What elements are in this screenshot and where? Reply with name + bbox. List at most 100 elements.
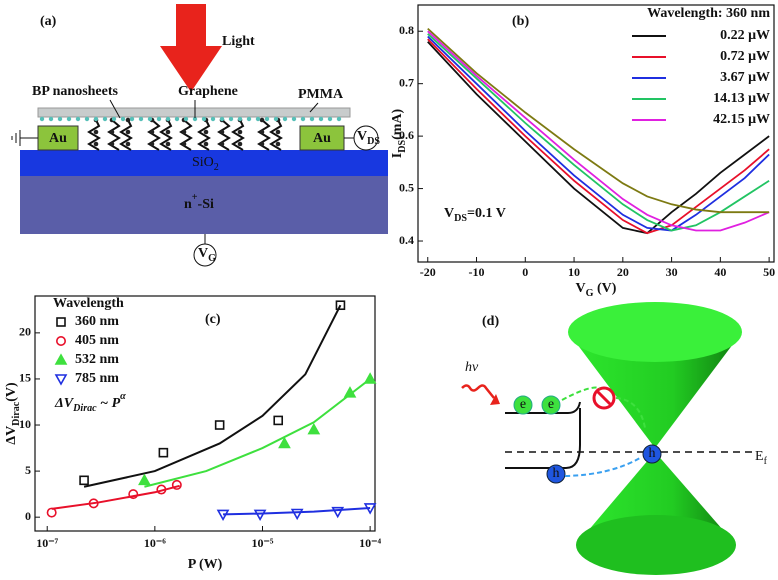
y-axis-label: IDS(mA)	[390, 108, 408, 158]
hole	[642, 444, 662, 464]
x-axis-label-part: G	[586, 288, 594, 299]
bp-atom	[237, 129, 243, 135]
upper-cone-top	[568, 302, 742, 362]
bp-atom	[149, 141, 155, 147]
bp-nanosheets	[39, 116, 342, 151]
x-tick-label: 20	[617, 265, 629, 279]
fit-line	[83, 304, 342, 488]
light-label: Light	[222, 34, 255, 49]
point	[253, 509, 267, 522]
y-tick-label: 0.7	[399, 75, 414, 89]
y-tick-label: 5	[25, 463, 31, 477]
panel-label: (b)	[512, 14, 529, 29]
vds-terminal	[353, 125, 379, 151]
point	[88, 498, 99, 509]
point	[79, 475, 89, 486]
y-tick-label: 0.6	[399, 128, 414, 142]
legend-marker	[56, 317, 66, 327]
x-tick-label: 50	[763, 265, 775, 279]
bp-chain	[231, 119, 245, 151]
bp-atom	[219, 129, 225, 135]
x-tick-label: 10	[568, 265, 580, 279]
point	[343, 386, 357, 398]
point	[331, 506, 345, 519]
x-tick-label: 10⁻⁵	[252, 536, 274, 550]
point	[363, 372, 377, 384]
bp-atom	[181, 129, 187, 135]
si-label-part: n	[184, 197, 192, 212]
series-line	[427, 38, 770, 235]
graphene-atom	[147, 116, 153, 122]
panel-label: (d)	[482, 314, 499, 329]
fit-line	[51, 484, 180, 510]
bp-atom	[203, 141, 209, 147]
y-tick-label: 20	[19, 325, 31, 339]
x-tick-label: 10⁻⁴	[359, 536, 381, 550]
x-tick-label: 10⁻⁶	[144, 536, 166, 550]
legend-label: 785 nm	[75, 371, 119, 386]
conduction-band	[505, 401, 581, 414]
legend-label: 0.22 μW	[720, 28, 770, 43]
y-axis-label-part: Dirac	[11, 401, 22, 426]
y-tick-label: 0.8	[399, 23, 414, 37]
electron-path	[561, 386, 646, 429]
point	[46, 507, 57, 518]
legend-label: 14.13 μW	[713, 91, 770, 106]
annotation-part: ~ P	[97, 396, 121, 411]
bp-atom	[125, 141, 131, 147]
annotation-part: ΔV	[54, 396, 75, 411]
graphene-atom	[111, 116, 117, 122]
point	[335, 300, 346, 311]
point	[214, 420, 225, 430]
legend-title: Wavelength	[53, 296, 124, 311]
legend-title: Wavelength: 360 nm	[647, 6, 770, 21]
bp-label: BP nanosheets	[32, 84, 119, 99]
graphene-atom	[156, 116, 162, 122]
vg-label-part: V	[198, 246, 208, 261]
bp-atom	[203, 129, 209, 135]
bp-chain	[269, 119, 283, 151]
graphene-atom	[174, 116, 180, 122]
graphene-atom	[273, 116, 279, 122]
graphene-atom	[192, 116, 198, 122]
y-axis-label-part: I	[390, 153, 405, 158]
legend-label: 0.72 μW	[720, 49, 770, 64]
panel-label: (c)	[205, 312, 221, 327]
hole-path	[564, 457, 641, 477]
series-line	[427, 35, 770, 232]
point	[273, 415, 284, 426]
plot-frame	[417, 4, 775, 263]
ground-symbol	[11, 130, 21, 146]
graphene-atom	[102, 116, 108, 122]
x-axis-label-part: (V)	[594, 281, 617, 296]
graphene-atom	[246, 116, 252, 122]
si-label: n+-Si	[184, 192, 214, 212]
graphene-label: Graphene	[178, 84, 238, 99]
pmma-label: PMMA	[298, 87, 344, 102]
graphene-atom	[93, 116, 99, 122]
y-axis-label-part: ΔV	[4, 426, 19, 445]
vg-label-part: G	[208, 253, 216, 264]
bp-atom	[125, 117, 131, 123]
legend-marker	[54, 374, 68, 386]
series-line	[427, 33, 770, 232]
panel-d	[461, 302, 752, 575]
vg-label: VG	[198, 246, 216, 264]
graphene-atom	[48, 116, 54, 122]
ef-label: Ef	[755, 449, 768, 467]
point	[138, 473, 151, 486]
y-tick-label: 0.5	[399, 180, 414, 194]
vds-label-part: V	[357, 129, 367, 144]
electron	[513, 395, 533, 415]
bp-atom	[149, 129, 155, 135]
point	[363, 503, 377, 515]
ef-label-part: E	[755, 449, 764, 464]
graphene-atom	[201, 116, 207, 122]
graphene-atom	[228, 116, 234, 122]
legend-label: 532 nm	[75, 352, 119, 367]
ef-label-part: f	[764, 456, 768, 467]
plot-frame	[34, 295, 376, 532]
sio2-label-part: 2	[214, 162, 219, 173]
bp-atom	[237, 141, 243, 147]
graphene-atom	[264, 116, 270, 122]
